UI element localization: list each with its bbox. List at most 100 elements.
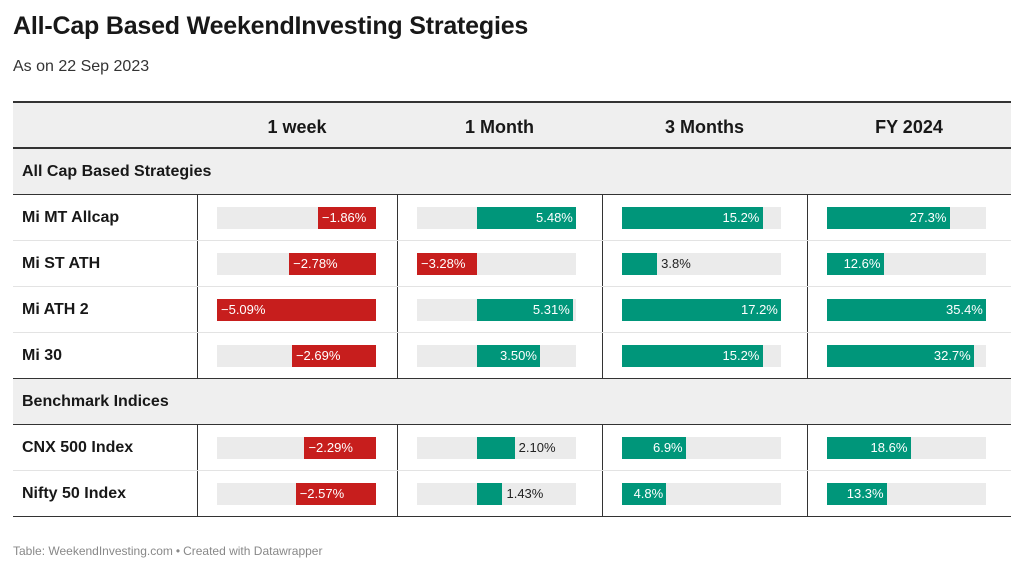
value-label: 12.6%	[843, 256, 881, 271]
table-row: Mi ATH 2 −5.09% 5.31% 17.2% 35.4%	[13, 287, 1011, 333]
bar-cell: −2.29%	[217, 437, 376, 459]
column-divider	[807, 425, 808, 470]
column-header-2: 1 Month	[465, 117, 534, 137]
negative-bar	[291, 345, 376, 367]
value-label: 13.3%	[846, 486, 884, 501]
positive-bar	[476, 437, 515, 459]
row-label: Nifty 50 Index	[22, 485, 127, 502]
column-divider	[602, 333, 603, 378]
column-divider	[397, 471, 398, 516]
bar-cell: 18.6%	[827, 437, 986, 459]
positive-bar	[827, 253, 884, 275]
column-divider	[197, 333, 198, 378]
positive-bar	[476, 483, 503, 505]
value-label: 15.2%	[722, 210, 760, 225]
bar-cell: 15.2%	[622, 207, 781, 229]
column-header-1: 1 week	[267, 117, 327, 137]
bar-cell: −2.57%	[217, 483, 376, 505]
column-divider	[602, 425, 603, 470]
value-label: 6.9%	[652, 440, 683, 455]
bar-cell: −2.78%	[217, 253, 376, 275]
column-divider	[197, 241, 198, 286]
value-label: 2.10%	[518, 440, 556, 455]
bar-cell: 35.4%	[827, 299, 986, 321]
column-header-4: FY 2024	[875, 117, 943, 137]
column-divider	[197, 471, 198, 516]
bar-cell: 27.3%	[827, 207, 986, 229]
bar-cell: 5.48%	[417, 207, 576, 229]
group-label: Benchmark Indices	[22, 393, 169, 410]
value-label: −5.09%	[221, 302, 266, 317]
negative-bar	[217, 299, 376, 321]
value-label: −2.78%	[293, 256, 338, 271]
bar-cell: 2.10%	[417, 437, 576, 459]
bar-cell: 12.6%	[827, 253, 986, 275]
chart-subtitle: As on 22 Sep 2023	[13, 58, 150, 75]
bar-cell: 5.31%	[417, 299, 576, 321]
bar-cell: 13.3%	[827, 483, 986, 505]
column-divider	[197, 195, 198, 240]
column-divider	[397, 195, 398, 240]
positive-bar	[827, 207, 950, 229]
negative-bar	[295, 483, 376, 505]
positive-bar	[622, 299, 781, 321]
table-header: 1 week 1 Month 3 Months FY 2024	[13, 103, 1011, 149]
bar-cell: 1.43%	[417, 483, 576, 505]
bar-track	[622, 253, 781, 275]
positive-bar	[622, 437, 686, 459]
column-divider	[397, 425, 398, 470]
row-label: Mi 30	[22, 347, 63, 364]
value-label: 27.3%	[909, 210, 947, 225]
negative-bar	[304, 437, 376, 459]
row-label: CNX 500 Index	[22, 439, 134, 456]
footer: Table: WeekendInvesting.com • Created with…	[13, 544, 322, 558]
negative-bar	[317, 207, 376, 229]
value-label: 32.7%	[933, 348, 971, 363]
column-divider	[397, 333, 398, 378]
bar-cell: 6.9%	[622, 437, 781, 459]
positive-bar	[476, 345, 541, 367]
bar-cell: −1.86%	[217, 207, 376, 229]
performance-table: 1 week 1 Month 3 Months FY 2024 All Cap Bas…	[13, 101, 1011, 517]
column-divider	[602, 195, 603, 240]
value-label: −2.69%	[295, 348, 341, 363]
bar-cell: −5.09%	[217, 299, 376, 321]
row-label: Mi MT Allcap	[22, 209, 120, 226]
column-divider	[602, 241, 603, 286]
column-divider	[807, 241, 808, 286]
bar-cell: −2.69%	[217, 345, 376, 367]
value-label: −3.28%	[421, 256, 466, 271]
column-divider	[397, 241, 398, 286]
positive-bar	[622, 207, 763, 229]
footer-separator: •	[175, 544, 181, 558]
value-label: 1.43%	[506, 486, 544, 501]
bar-cell: 3.50%	[417, 345, 576, 367]
footer-source: Table: WeekendInvesting.com	[13, 544, 173, 558]
value-label: 3.50%	[500, 348, 537, 363]
value-label: 5.31%	[532, 302, 570, 317]
positive-bar	[476, 299, 573, 321]
column-divider	[807, 333, 808, 378]
bar-cell: 17.2%	[622, 299, 781, 321]
column-divider	[397, 287, 398, 332]
value-label: 5.48%	[536, 210, 573, 225]
table-row: CNX 500 Index −2.29% 2.10% 6.9% 18.6%	[13, 425, 1011, 471]
table-row: Mi ST ATH −2.78% −3.28% 3.8% 12.6%	[13, 241, 1011, 287]
positive-bar	[622, 345, 763, 367]
column-divider	[807, 471, 808, 516]
positive-bar	[827, 437, 911, 459]
value-label: −2.57%	[299, 486, 345, 501]
row-label: Mi ST ATH	[22, 255, 101, 272]
column-divider	[197, 425, 198, 470]
column-divider	[602, 287, 603, 332]
table-row: Mi MT Allcap −1.86% 5.48% 15.2% 27.3%	[13, 195, 1011, 241]
row-label: Mi ATH 2	[22, 301, 89, 318]
positive-bar	[476, 207, 576, 229]
value-label: 18.6%	[870, 440, 908, 455]
positive-bar	[622, 483, 667, 505]
negative-bar	[289, 253, 376, 275]
bar-cell: 3.8%	[622, 253, 781, 275]
group-label: All Cap Based Strategies	[22, 163, 212, 180]
value-label: 15.2%	[722, 348, 760, 363]
table-row: Mi 30 −2.69% 3.50% 15.2% 32.7%	[13, 333, 1011, 379]
